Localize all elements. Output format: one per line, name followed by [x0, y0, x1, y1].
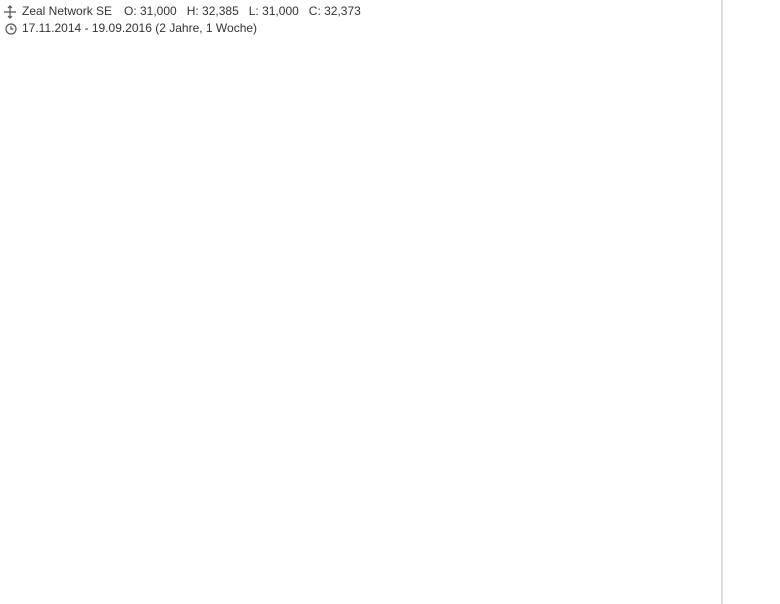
header: Zeal Network SE O: 31,000 H: 32,385 L: 3… — [0, 0, 370, 38]
header-bg — [0, 0, 370, 38]
clock-icon — [5, 23, 17, 35]
move-icon — [4, 5, 16, 19]
ohlc-header: O: 31,000 H: 32,385 L: 31,000 C: 32,373 — [124, 4, 361, 18]
chart-title: Zeal Network SE — [22, 4, 112, 18]
clock-hands — [10, 26, 14, 30]
chart-subtitle: 17.11.2014 - 19.09.2016 (2 Jahre, 1 Woch… — [22, 21, 257, 35]
